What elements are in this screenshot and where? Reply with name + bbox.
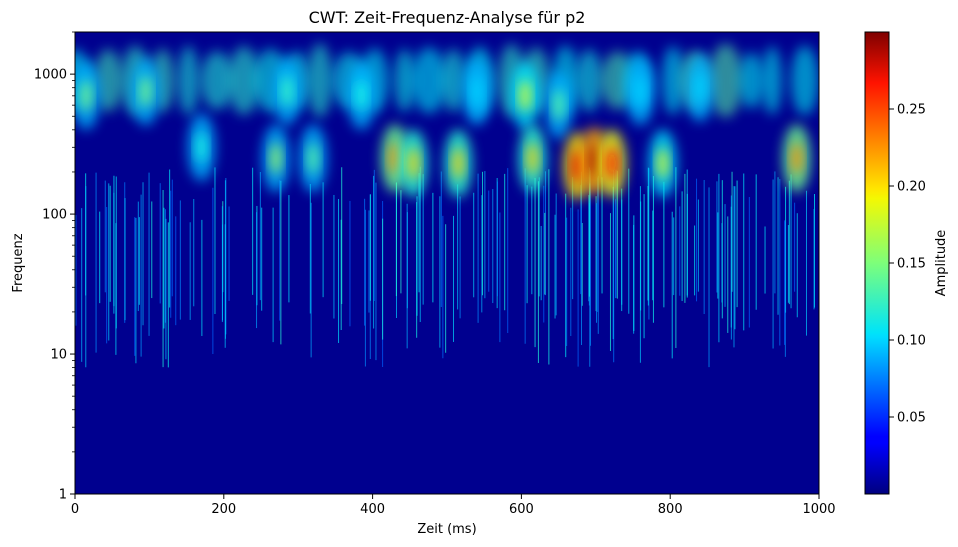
heatmap-blob bbox=[200, 51, 234, 110]
cwt-event-core bbox=[471, 75, 482, 108]
heatmap-blob bbox=[708, 43, 743, 118]
cwt-event-core bbox=[308, 142, 319, 175]
x-tick-label: 0 bbox=[71, 502, 79, 517]
heatmap-blob bbox=[739, 52, 764, 109]
cwt-event-core bbox=[694, 71, 705, 104]
heatmap-blob bbox=[576, 49, 602, 112]
y-tick-label: 1 bbox=[59, 488, 67, 503]
x-tick-label: 200 bbox=[211, 502, 236, 517]
colorbar-tick-label: 0.05 bbox=[897, 411, 926, 426]
colorbar-label: Amplitude bbox=[934, 230, 949, 297]
colorbar-tick-label: 0.10 bbox=[897, 334, 926, 349]
cwt-event-core bbox=[270, 142, 281, 175]
cwt-event-core bbox=[589, 144, 600, 177]
plot-frame bbox=[74, 31, 820, 495]
heatmap-blob bbox=[94, 49, 123, 112]
heatmap-blob bbox=[661, 46, 685, 115]
cwt-event-core bbox=[282, 75, 293, 108]
cwt-event-core bbox=[196, 131, 207, 164]
colorbar-tick-label: 0.25 bbox=[897, 103, 926, 118]
heatmap-layer bbox=[75, 43, 819, 368]
x-tick-label: 1000 bbox=[802, 502, 835, 517]
x-axis: 0 200 400 600 800 1000 bbox=[71, 494, 836, 517]
x-tick-label: 800 bbox=[658, 502, 683, 517]
cwt-event-core bbox=[527, 142, 538, 175]
cwt-event-core bbox=[356, 79, 367, 112]
heatmap-blob bbox=[762, 46, 783, 115]
heatmap-blob bbox=[790, 45, 819, 116]
heatmap-blob bbox=[228, 46, 260, 115]
y-axis: 1 10 100 1000 bbox=[34, 31, 75, 503]
cwt-event-core bbox=[408, 147, 419, 180]
colorbar-gradient bbox=[864, 31, 890, 495]
y-tick-label: 100 bbox=[42, 208, 67, 223]
y-tick-label: 10 bbox=[50, 348, 67, 363]
chart-title: CWT: Zeit-Frequenz-Analyse für p2 bbox=[309, 8, 586, 27]
cwt-event-core bbox=[791, 142, 802, 175]
cwt-event-core bbox=[607, 147, 618, 180]
cwt-event-core bbox=[453, 147, 464, 180]
x-tick-label: 400 bbox=[360, 502, 385, 517]
colorbar: 0.05 0.10 0.15 0.20 0.25 Amplitude bbox=[864, 31, 949, 495]
plot-area bbox=[74, 31, 820, 495]
cwt-event-core bbox=[572, 150, 583, 183]
cwt-event-core bbox=[520, 79, 531, 112]
cwt-event-core bbox=[140, 75, 151, 108]
cwt-event-core bbox=[635, 75, 646, 108]
colorbar-tick-label: 0.15 bbox=[897, 257, 926, 272]
heatmap-blob bbox=[411, 47, 447, 114]
heatmap-blob bbox=[177, 45, 199, 116]
cwt-event-core bbox=[81, 79, 92, 112]
colorbar-tick-label: 0.20 bbox=[897, 180, 926, 195]
cwt-event-core bbox=[657, 147, 668, 180]
heatmap-blob bbox=[600, 51, 635, 110]
x-axis-label: Zeit (ms) bbox=[417, 522, 476, 537]
cwt-event-core bbox=[553, 89, 564, 122]
y-axis-label: Frequenz bbox=[11, 233, 26, 292]
heatmap-blob bbox=[394, 48, 415, 113]
heatmap-blob bbox=[307, 43, 333, 118]
x-tick-label: 600 bbox=[509, 502, 534, 517]
cwt-event-core bbox=[389, 142, 400, 175]
heatmap-blob bbox=[441, 48, 466, 113]
colorbar-ticks: 0.05 0.10 0.15 0.20 0.25 bbox=[889, 103, 926, 426]
y-tick-label: 1000 bbox=[34, 68, 67, 83]
